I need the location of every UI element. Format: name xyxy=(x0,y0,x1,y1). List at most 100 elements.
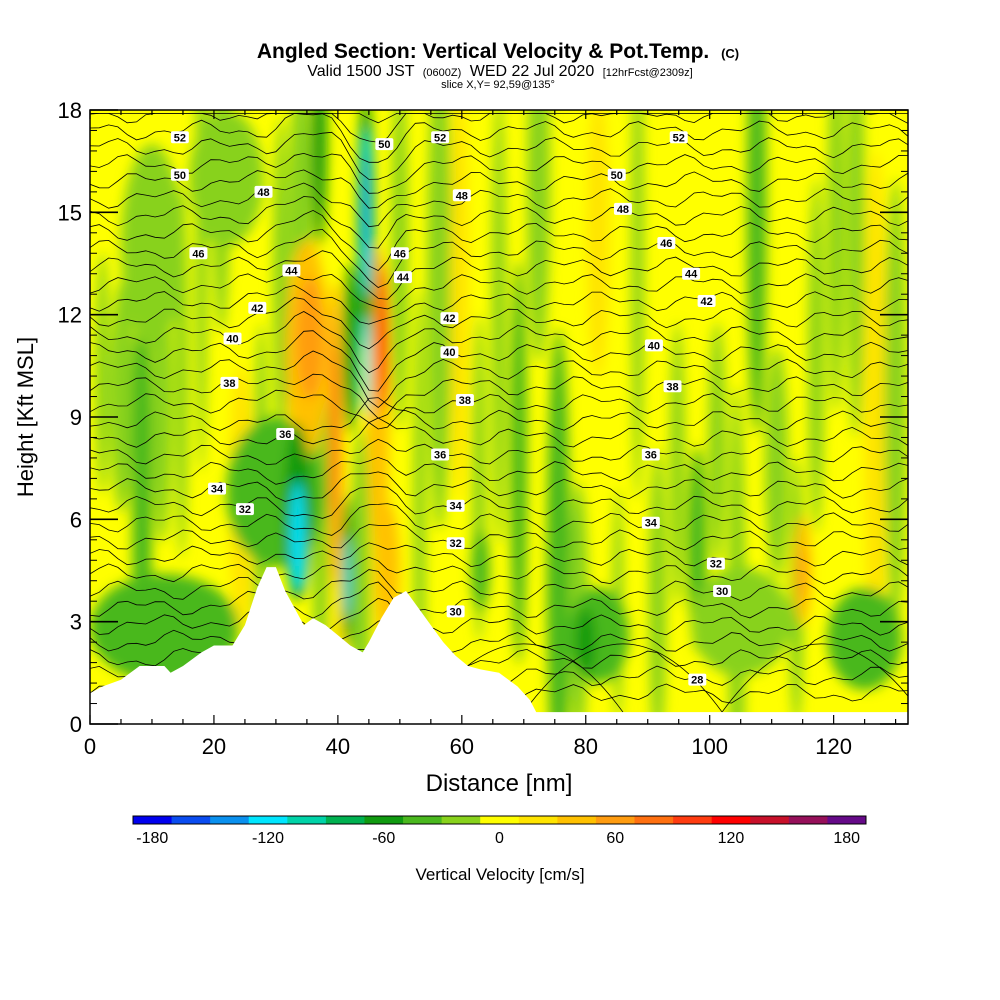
svg-text:34: 34 xyxy=(211,484,224,496)
theta-contour xyxy=(90,284,908,325)
theta-contour xyxy=(90,112,908,163)
theta-contour xyxy=(90,438,908,466)
svg-text:38: 38 xyxy=(666,381,678,393)
colorbar-tick-label: -120 xyxy=(252,830,284,847)
y-tick-label: 12 xyxy=(58,303,82,328)
svg-text:46: 46 xyxy=(394,248,406,260)
theta-contour xyxy=(90,152,908,194)
theta-contour xyxy=(90,297,908,350)
theta-contour xyxy=(90,228,908,288)
y-tick-label: 0 xyxy=(70,712,82,737)
theta-contour xyxy=(90,569,908,602)
theta-contour xyxy=(90,273,908,310)
svg-text:50: 50 xyxy=(378,139,390,151)
theta-label: 52 xyxy=(170,131,189,144)
svg-text:32: 32 xyxy=(449,538,461,550)
svg-text:32: 32 xyxy=(710,559,722,571)
theta-contour xyxy=(90,182,908,228)
svg-text:42: 42 xyxy=(443,313,455,325)
theta-label: 30 xyxy=(713,584,732,598)
theta-label: 40 xyxy=(223,332,242,346)
y-tick-label: 9 xyxy=(70,405,82,430)
x-axis: 0 20 40 60 80 100 120 xyxy=(84,110,897,759)
colorbar-swatch xyxy=(364,816,404,824)
colorbar-swatch xyxy=(518,816,558,824)
svg-text:30: 30 xyxy=(449,606,461,618)
theta-label: 48 xyxy=(254,185,273,199)
x-tick-label: 20 xyxy=(202,734,226,759)
colorbar-swatch xyxy=(325,816,365,824)
svg-text:48: 48 xyxy=(617,204,629,216)
colorbar-swatch xyxy=(634,816,674,824)
theta-contour xyxy=(721,643,908,713)
theta-label: 40 xyxy=(644,339,663,352)
svg-text:48: 48 xyxy=(257,187,269,199)
theta-label: 48 xyxy=(613,202,632,216)
colorbar xyxy=(132,815,867,825)
theta-label: 28 xyxy=(688,673,707,687)
theta-contour xyxy=(90,503,908,536)
svg-text:34: 34 xyxy=(449,501,462,513)
colorbar-frame xyxy=(132,815,867,825)
theta-label: 32 xyxy=(235,503,254,516)
theta-label: 44 xyxy=(682,267,701,281)
theta-label: 42 xyxy=(440,312,459,325)
theta-label: 44 xyxy=(282,264,301,277)
theta-label: 46 xyxy=(189,247,208,260)
svg-text:50: 50 xyxy=(611,170,623,182)
colorbar-swatch xyxy=(441,816,481,824)
svg-text:52: 52 xyxy=(174,132,186,144)
y-axis-label: Height [Kft MSL] xyxy=(13,337,38,497)
svg-text:38: 38 xyxy=(223,378,235,390)
svg-text:32: 32 xyxy=(239,504,251,516)
colorbar-swatch xyxy=(711,816,751,824)
colorbar-swatch xyxy=(248,816,288,824)
colorbar-tick-label: 180 xyxy=(833,830,860,847)
y-tick-label: 15 xyxy=(58,200,82,225)
svg-text:42: 42 xyxy=(700,296,712,308)
colorbar-swatch xyxy=(595,816,636,824)
theta-label: 38 xyxy=(663,380,682,393)
svg-text:50: 50 xyxy=(174,170,186,182)
theta-contour xyxy=(90,169,908,209)
x-axis-label: Distance [nm] xyxy=(426,770,573,797)
colorbar-swatch xyxy=(287,816,327,824)
x-tick-label: 100 xyxy=(691,734,728,759)
svg-text:38: 38 xyxy=(459,395,471,407)
theta-label: 30 xyxy=(446,605,465,618)
slice-label: slice X,Y= 92,59@135° xyxy=(441,79,555,91)
chart-title-main: Angled Section: Vertical Velocity & Pot.… xyxy=(257,40,709,63)
theta-label: 46 xyxy=(390,247,409,260)
theta-contour xyxy=(90,131,908,180)
theta-label: 38 xyxy=(455,393,474,407)
theta-label: 32 xyxy=(706,557,725,571)
subtitle-valid: Valid 1500 JST xyxy=(307,63,415,80)
theta-labels: 52 52 52 50 50 50 48 48 48 46 46 46 44 44 44 42 42 42 40 40… xyxy=(170,131,732,687)
theta-contour xyxy=(90,397,908,431)
colorbar-ticks: -180 -120 -60 0 60 120 180 xyxy=(136,830,860,847)
x-tick-label: 120 xyxy=(815,734,852,759)
theta-contour xyxy=(90,350,908,409)
chart-title-units: (C) xyxy=(721,46,739,61)
theta-contour xyxy=(90,196,908,249)
theta-contour xyxy=(90,556,908,585)
svg-text:30: 30 xyxy=(716,586,728,598)
chart-title: Angled Section: Vertical Velocity & Pot.… xyxy=(257,40,739,63)
svg-text:36: 36 xyxy=(434,450,446,462)
theta-contour xyxy=(90,542,908,568)
theta-label: 32 xyxy=(446,537,465,550)
theta-label: 42 xyxy=(697,295,716,308)
svg-text:52: 52 xyxy=(673,132,685,144)
theta-label: 36 xyxy=(641,448,660,462)
colorbar-tick-label: 120 xyxy=(718,830,745,847)
x-tick-label: 60 xyxy=(450,734,474,759)
colorbar-swatch xyxy=(133,816,173,824)
theta-label: 44 xyxy=(393,271,412,284)
theta-label: 36 xyxy=(431,448,450,462)
colorbar-swatch xyxy=(480,816,520,824)
terrain xyxy=(90,567,908,724)
svg-text:34: 34 xyxy=(645,518,658,530)
theta-contour xyxy=(90,486,908,519)
theta-contour xyxy=(90,250,908,300)
